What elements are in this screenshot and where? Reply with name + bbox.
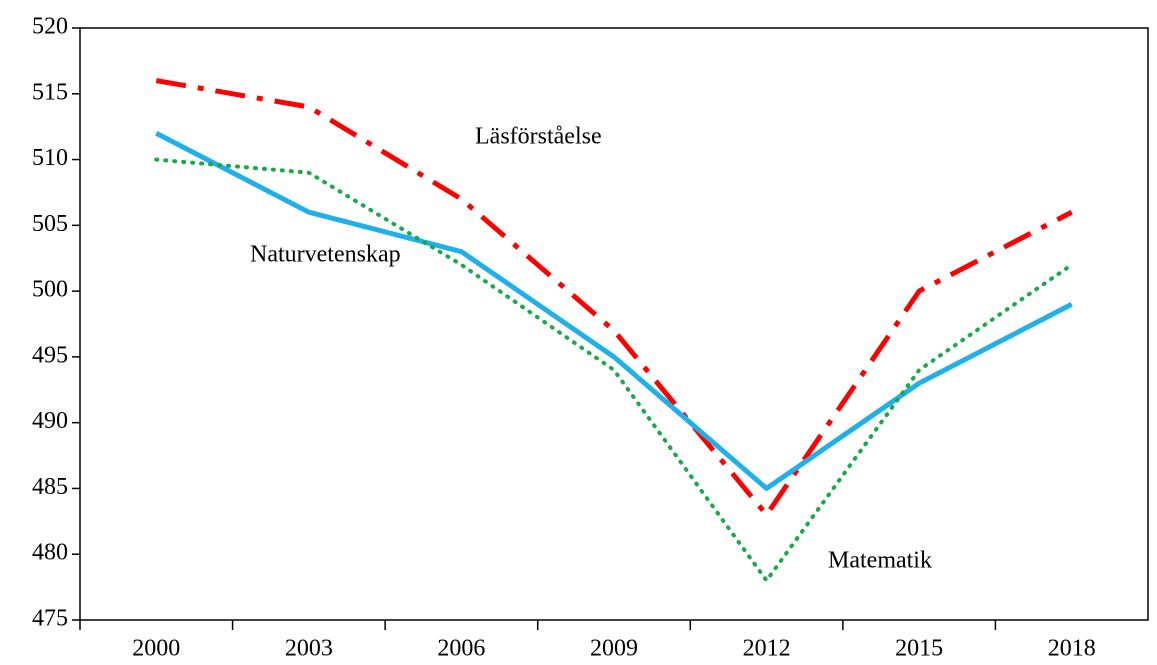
plot-frame — [79, 27, 1149, 621]
x-tick-label: 2012 — [743, 636, 791, 662]
x-tick-label: 2018 — [1048, 636, 1096, 662]
y-tick-label: 490 — [32, 408, 68, 434]
x-tick-label: 2000 — [132, 636, 180, 662]
series-label: Naturvetenskap — [250, 242, 401, 268]
series-label: Läsförståelse — [475, 124, 602, 150]
series-line — [155, 78, 1073, 518]
y-tick-label: 480 — [32, 540, 68, 566]
x-tick-label: 2015 — [895, 636, 943, 662]
x-tick-label: 2003 — [285, 636, 333, 662]
y-tick-label: 505 — [32, 211, 68, 237]
series-line — [154, 157, 1074, 583]
x-tick-label: 2006 — [437, 636, 485, 662]
y-tick-label: 510 — [32, 145, 68, 171]
y-tick-label: 500 — [32, 277, 68, 303]
series-line — [155, 131, 1073, 491]
y-tick-label: 515 — [32, 79, 68, 105]
series-label: Matematik — [828, 548, 932, 574]
y-tick-label: 475 — [32, 606, 68, 632]
y-tick-label: 485 — [32, 474, 68, 500]
y-tick-label: 495 — [32, 342, 68, 368]
y-tick-label: 520 — [32, 14, 68, 40]
x-tick-label: 2009 — [590, 636, 638, 662]
